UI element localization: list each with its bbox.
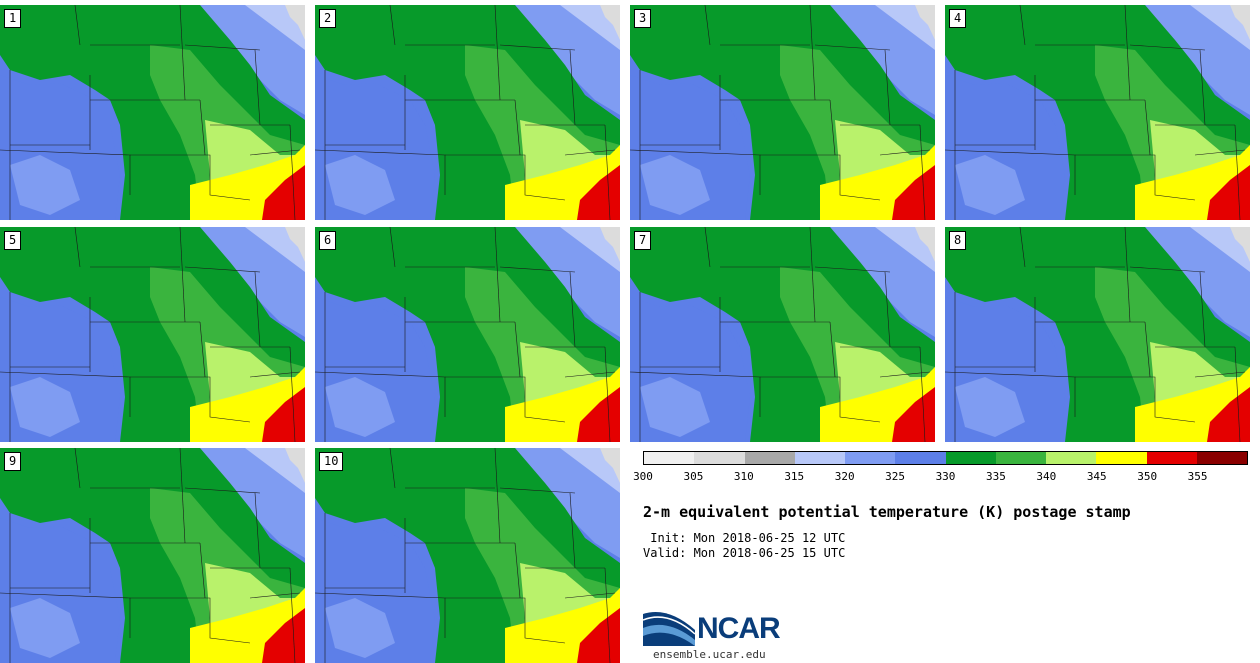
stamp-panel-9: 9: [0, 448, 305, 663]
colorbar-tick-label: 315: [784, 470, 805, 483]
colorbar-tick-label: 310: [733, 470, 754, 483]
stamp-number-label: 4: [949, 9, 967, 28]
stamp-map-3: [630, 5, 935, 220]
colorbar-tick-label: 300: [633, 470, 653, 483]
colorbar: [643, 451, 1248, 465]
ncar-logo-icon: [643, 612, 696, 646]
colorbar-tick-label: 340: [1036, 470, 1057, 483]
valid-time: Valid: Mon 2018-06-25 15 UTC: [643, 546, 846, 560]
stamp-map-7: [630, 227, 935, 442]
stamp-number-label: 1: [4, 9, 22, 28]
stamp-panel-10: 10: [315, 448, 620, 663]
colorbar-tick-label: 325: [885, 470, 906, 483]
stamp-number-label: 3: [634, 9, 652, 28]
colorbar-tick-label: 355: [1187, 470, 1208, 483]
stamp-panel-7: 7: [630, 227, 935, 442]
stamp-panel-3: 3: [630, 5, 935, 220]
colorbar-tick-labels: 300 305 310 315 320 325 330 335 340 345 350 355: [633, 470, 1248, 484]
stamp-panel-4: 4: [945, 5, 1250, 220]
stamp-number-label: 9: [4, 452, 22, 471]
colorbar-swatch: [794, 452, 845, 464]
colorbar-swatch: [1146, 452, 1197, 464]
stamp-panel-5: 5: [0, 227, 305, 442]
stamp-map-2: [315, 5, 620, 220]
init-time: Init: Mon 2018-06-25 12 UTC: [643, 531, 846, 545]
colorbar-swatch: [845, 452, 896, 464]
stamp-map-1: [0, 5, 305, 220]
stamp-number-label: 10: [319, 452, 344, 471]
stamp-panel-8: 8: [945, 227, 1250, 442]
stamp-number-label: 5: [4, 231, 22, 250]
colorbar-tick-label: 345: [1086, 470, 1107, 483]
colorbar-swatch: [1096, 452, 1147, 464]
colorbar-tick-label: 335: [985, 470, 1006, 483]
colorbar-swatch: [1196, 452, 1247, 464]
colorbar-swatch: [694, 452, 745, 464]
stamp-map-8: [945, 227, 1250, 442]
colorbar-swatch: [744, 452, 795, 464]
site-url: ensemble.ucar.edu: [653, 648, 766, 661]
stamp-map-6: [315, 227, 620, 442]
colorbar-tick-label: 350: [1137, 470, 1158, 483]
colorbar-swatch: [995, 452, 1046, 464]
stamp-map-5: [0, 227, 305, 442]
colorbar-swatch: [945, 452, 996, 464]
stamp-map-4: [945, 5, 1250, 220]
stamp-number-label: 6: [319, 231, 337, 250]
colorbar-tick-label: 320: [834, 470, 855, 483]
stamp-number-label: 8: [949, 231, 967, 250]
stamp-panel-1: 1: [0, 5, 305, 220]
colorbar-tick-label: 330: [935, 470, 956, 483]
colorbar-swatch: [644, 452, 695, 464]
stamp-map-10: [315, 448, 620, 663]
stamp-panel-6: 6: [315, 227, 620, 442]
ncar-logo-text: NCAR: [697, 612, 781, 645]
colorbar-tick-label: 305: [683, 470, 704, 483]
stamp-panel-2: 2: [315, 5, 620, 220]
figure-title: 2-m equivalent potential temperature (K)…: [643, 503, 1131, 521]
colorbar-swatch: [895, 452, 946, 464]
colorbar-swatch: [1046, 452, 1097, 464]
stamp-number-label: 2: [319, 9, 337, 28]
stamp-map-9: [0, 448, 305, 663]
stamp-number-label: 7: [634, 231, 652, 250]
